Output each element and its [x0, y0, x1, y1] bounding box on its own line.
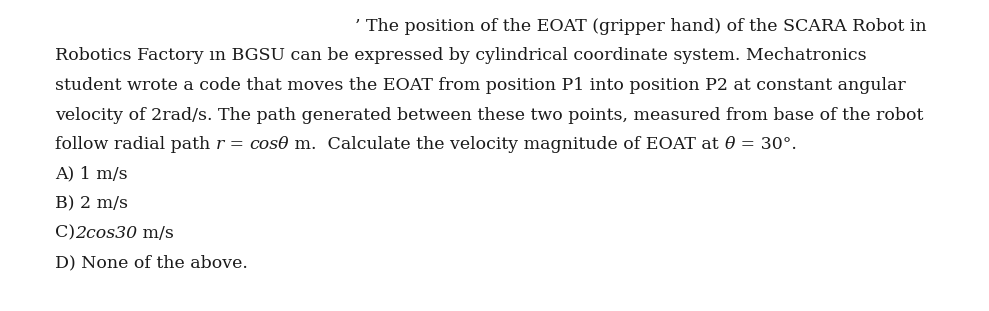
- Text: Robotics Factory ın BGSU can be expressed by cylindrical coordinate system. Mech: Robotics Factory ın BGSU can be expresse…: [55, 48, 866, 64]
- Text: ’ The position of the EOAT (gripper hand) of the SCARA Robot in: ’ The position of the EOAT (gripper hand…: [355, 18, 927, 35]
- Text: = 30°.: = 30°.: [735, 136, 797, 153]
- Text: D) None of the above.: D) None of the above.: [55, 254, 248, 271]
- Text: velocity of 2rad/s. The path generated between these two points, measured from b: velocity of 2rad/s. The path generated b…: [55, 106, 924, 123]
- Text: follow radial path: follow radial path: [55, 136, 216, 153]
- Text: cosθ: cosθ: [249, 136, 289, 153]
- Text: student wrote a code that moves the EOAT from position P1 into position P2 at co: student wrote a code that moves the EOAT…: [55, 77, 906, 94]
- Text: 2cos30: 2cos30: [75, 225, 137, 242]
- Text: =: =: [224, 136, 249, 153]
- Text: m/s: m/s: [137, 225, 174, 242]
- Text: r: r: [216, 136, 224, 153]
- Text: A) 1 m/s: A) 1 m/s: [55, 165, 128, 183]
- Text: C): C): [55, 225, 75, 242]
- Text: B) 2 m/s: B) 2 m/s: [55, 195, 128, 212]
- Text: m.  Calculate the velocity magnitude of EOAT at: m. Calculate the velocity magnitude of E…: [289, 136, 724, 153]
- Text: θ: θ: [724, 136, 735, 153]
